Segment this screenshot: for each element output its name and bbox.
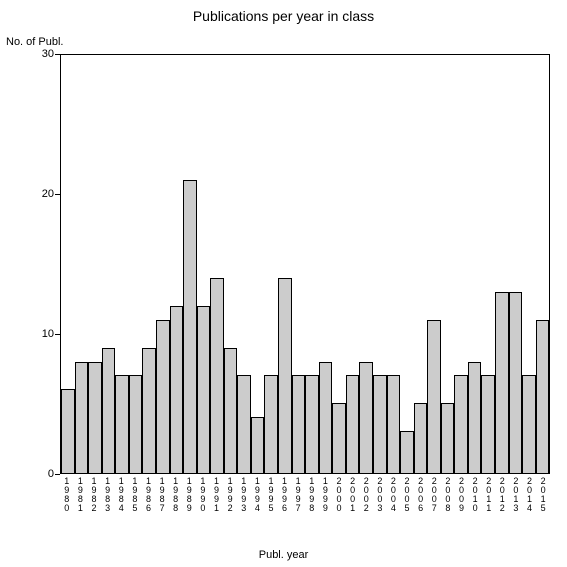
x-tick-label: 1998	[305, 474, 319, 513]
bar	[170, 306, 184, 473]
bar	[509, 292, 523, 473]
x-tick-label: 1987	[155, 474, 169, 513]
chart-container: Publications per year in class No. of Pu…	[0, 0, 567, 567]
bar	[536, 320, 550, 473]
bar	[237, 375, 251, 473]
x-tick-label: 2011	[482, 474, 496, 513]
bar	[251, 417, 265, 473]
bar	[495, 292, 509, 473]
bar	[400, 431, 414, 473]
plot-area	[60, 54, 550, 474]
bar	[305, 375, 319, 473]
bars-group	[61, 55, 549, 473]
x-tick-label: 1986	[142, 474, 156, 513]
y-tick-label: 0	[48, 468, 54, 480]
x-tick-label: 2008	[441, 474, 455, 513]
bar	[129, 375, 143, 473]
bar	[264, 375, 278, 473]
x-tick-label: 1990	[196, 474, 210, 513]
bar	[359, 362, 373, 473]
x-tick-label: 2001	[346, 474, 360, 513]
y-tick-label: 30	[42, 48, 54, 60]
x-tick-label: 1991	[210, 474, 224, 513]
bar	[88, 362, 102, 473]
bar	[387, 375, 401, 473]
x-tick-label: 2007	[427, 474, 441, 513]
chart-title: Publications per year in class	[0, 8, 567, 24]
x-tick-label: 1984	[114, 474, 128, 513]
bar	[346, 375, 360, 473]
bar	[441, 403, 455, 473]
x-axis-ticks: 1980198119821983198419851986198719881989…	[60, 474, 550, 513]
x-tick-label: 2010	[468, 474, 482, 513]
x-tick-label: 2013	[509, 474, 523, 513]
x-tick-label: 1981	[74, 474, 88, 513]
x-tick-label: 1989	[182, 474, 196, 513]
bar	[468, 362, 482, 473]
bar	[414, 403, 428, 473]
x-tick-label: 1999	[319, 474, 333, 513]
bar	[373, 375, 387, 473]
x-tick-label: 2009	[455, 474, 469, 513]
bar	[481, 375, 495, 473]
bar	[210, 278, 224, 473]
x-tick-label: 1992	[223, 474, 237, 513]
bar	[332, 403, 346, 473]
bar	[522, 375, 536, 473]
bar	[427, 320, 441, 473]
x-tick-label: 1983	[101, 474, 115, 513]
x-tick-label: 2003	[373, 474, 387, 513]
y-tick-label: 10	[42, 328, 54, 340]
x-tick-label: 2015	[536, 474, 550, 513]
bar	[115, 375, 129, 473]
x-tick-label: 1988	[169, 474, 183, 513]
x-tick-label: 2012	[496, 474, 510, 513]
bar	[278, 278, 292, 473]
bar	[156, 320, 170, 473]
x-tick-label: 1980	[60, 474, 74, 513]
bar	[61, 389, 75, 473]
bar	[142, 348, 156, 473]
x-tick-label: 2002	[359, 474, 373, 513]
x-tick-label: 2006	[414, 474, 428, 513]
x-tick-label: 1982	[87, 474, 101, 513]
x-tick-label: 2000	[332, 474, 346, 513]
bar	[224, 348, 238, 473]
bar	[319, 362, 333, 473]
x-tick-label: 1995	[264, 474, 278, 513]
x-tick-label: 2004	[387, 474, 401, 513]
x-tick-label: 1997	[291, 474, 305, 513]
y-axis-ticks: 0102030	[0, 54, 60, 474]
x-axis-label: Publ. year	[0, 549, 567, 561]
x-tick-label: 2014	[523, 474, 537, 513]
y-tick-label: 20	[42, 188, 54, 200]
x-tick-label: 1993	[237, 474, 251, 513]
bar	[183, 180, 197, 473]
x-tick-label: 2005	[400, 474, 414, 513]
bar	[292, 375, 306, 473]
x-tick-label: 1985	[128, 474, 142, 513]
bar	[102, 348, 116, 473]
y-axis-label: No. of Publ.	[6, 36, 63, 48]
bar	[454, 375, 468, 473]
bar	[197, 306, 211, 473]
x-tick-label: 1996	[278, 474, 292, 513]
x-tick-label: 1994	[251, 474, 265, 513]
bar	[75, 362, 89, 473]
